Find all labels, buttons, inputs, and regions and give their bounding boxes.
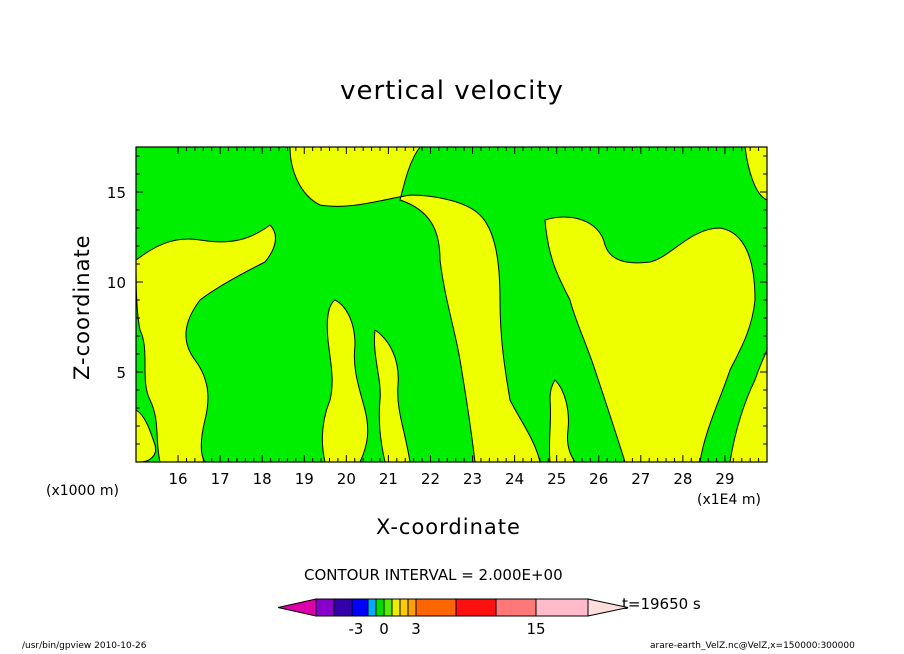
colorbar-segment <box>407 598 417 617</box>
colorbar-label: 15 <box>526 620 545 638</box>
axis-ticks: 16 17 18 19 20 21 22 23 24 25 26 27 28 29 5 10 15 <box>107 147 767 488</box>
x-tick-label: 22 <box>421 470 440 488</box>
x-tick-label: 17 <box>211 470 230 488</box>
colorbar-arrow-left <box>277 598 317 617</box>
colorbar-segment <box>351 598 369 617</box>
colorbar-label: -3 <box>349 620 364 638</box>
chart-title: vertical velocity <box>340 76 564 106</box>
x-tick-label: 29 <box>715 470 734 488</box>
positive-region-left <box>135 224 276 463</box>
footer-command: /usr/bin/gpview 2010-10-26 <box>22 641 147 651</box>
x-tick-label: 25 <box>547 470 566 488</box>
colorbar-segment <box>367 598 377 617</box>
colorbar-label: 3 <box>411 620 421 638</box>
plot-border <box>135 146 768 463</box>
positive-region-top-center <box>289 146 541 463</box>
positive-region-right-low <box>729 349 768 463</box>
x-tick-label: 27 <box>631 470 650 488</box>
colorbar-segment <box>315 598 335 617</box>
colorbar-segment <box>375 598 385 617</box>
colorbar-segment <box>399 598 409 617</box>
colorbar-segment <box>495 598 537 617</box>
y-tick-label: 10 <box>107 274 126 292</box>
x-tick-label: 28 <box>673 470 692 488</box>
colorbar-label: 0 <box>379 620 389 638</box>
y-tick-label: 5 <box>116 364 126 382</box>
positive-region-right <box>544 216 756 463</box>
colorbar-arrow-right <box>587 598 629 617</box>
x-tick-label: 16 <box>169 470 188 488</box>
footer-source: arare-earth_VelZ.nc@VelZ,x=150000:300000 <box>650 641 855 651</box>
x-tick-label: 18 <box>253 470 272 488</box>
x-axis-label: X-coordinate <box>376 515 521 539</box>
x-axis-unit-right: (x1E4 m) <box>697 492 761 508</box>
contour-interval-label: CONTOUR INTERVAL = 2.000E+00 <box>304 566 563 584</box>
colorbar-segment <box>415 598 457 617</box>
colorbar: -3 0 3 15 <box>277 598 629 638</box>
x-axis-unit-left: (x1000 m) <box>46 483 119 499</box>
colorbar-segment <box>333 598 353 617</box>
x-tick-label: 20 <box>337 470 356 488</box>
x-tick-label: 24 <box>505 470 524 488</box>
x-tick-label: 23 <box>463 470 482 488</box>
colorbar-segment <box>535 598 589 617</box>
plot-frame <box>135 146 768 463</box>
colorbar-segment <box>391 598 401 617</box>
colorbar-segment <box>455 598 497 617</box>
colorbar-segment <box>383 598 393 617</box>
x-tick-label: 19 <box>295 470 314 488</box>
time-label: t=19650 s <box>622 595 701 613</box>
x-tick-label: 21 <box>379 470 398 488</box>
y-tick-label: 15 <box>107 184 126 202</box>
contour-fields <box>135 146 768 463</box>
x-tick-label: 26 <box>589 470 608 488</box>
